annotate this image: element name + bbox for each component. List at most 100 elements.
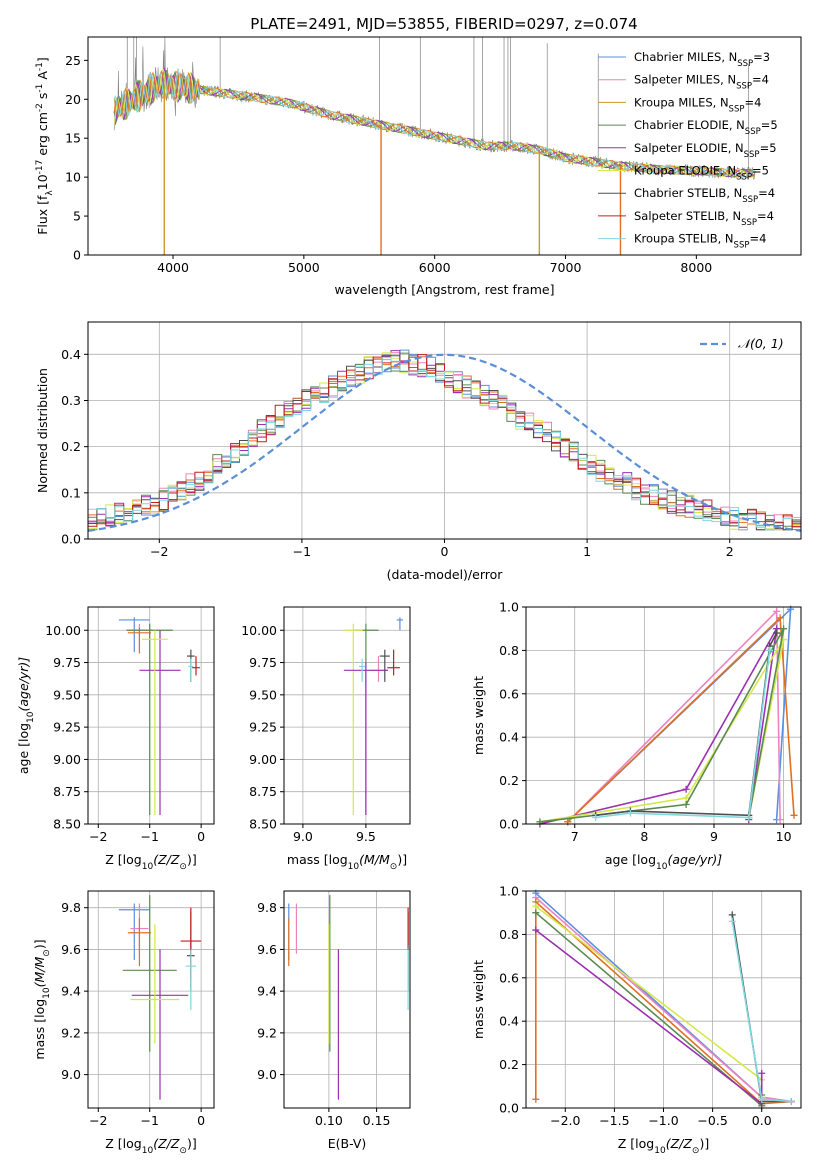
massweight-vs-Z-ylabel: mass weight xyxy=(471,960,486,1039)
massweight-vs-Z-xtick-label: −1.0 xyxy=(648,1113,678,1128)
spectrum-xtick-label: 4000 xyxy=(157,260,189,275)
age-vs-Z-frame xyxy=(87,606,215,825)
mass-vs-Z-ylabel-part: 10 xyxy=(42,987,52,999)
legend-entry: Kroupa MILES, NSSP=4 xyxy=(634,95,761,114)
age-vs-mass-ytick-label: 9.25 xyxy=(249,720,277,735)
massweight-vs-age-ytick-label: 0.0 xyxy=(499,817,519,832)
data-point-marker xyxy=(773,629,781,637)
mass-vs-Z-xlabel-part: 10 xyxy=(142,1146,154,1156)
data-point-marker xyxy=(532,909,540,917)
massweight-vs-Z-xtick-label: −1.5 xyxy=(599,1113,629,1128)
massweight-vs-Z-ytick-label: 0.6 xyxy=(499,970,519,985)
age-vs-Z-ytick-label: 8.75 xyxy=(53,784,81,799)
legend-sub: SSP xyxy=(736,82,752,92)
data-point-marker xyxy=(532,902,540,910)
mass-vs-Z-xlabel-part: ⊙ xyxy=(179,1146,187,1156)
age-vs-Z-ytick-label: 9.25 xyxy=(53,720,81,735)
residuals-ytick-label: 0.4 xyxy=(61,347,81,362)
mass-vs-Z-xlabel-part: Z [log xyxy=(105,1136,141,1151)
normal-curve-line xyxy=(87,353,802,532)
mass-vs-Z-ylabel-part: mass [log xyxy=(32,999,47,1060)
legend-tail: =5 xyxy=(752,164,769,178)
massweight-vs-Z-xlabel-part: )] xyxy=(699,1136,709,1151)
massweight-vs-Z-xtick-label: −0.5 xyxy=(697,1113,727,1128)
mass-vs-EBV-xtick-label: 0.10 xyxy=(315,1113,343,1128)
spectrum-xtick-label: 6000 xyxy=(419,260,451,275)
residuals-ytick-label: 0.2 xyxy=(61,439,81,454)
massweight-vs-Z-xtick-label: −2.0 xyxy=(550,1113,580,1128)
age-vs-mass-xlabel-part: mass [log xyxy=(287,852,348,867)
massweight-vs-Z-xlabel-part: 10 xyxy=(654,1146,666,1156)
age-vs-Z-ytick-label: 10.00 xyxy=(45,623,81,638)
data-point-marker xyxy=(758,1095,766,1103)
legend-sub: SSP xyxy=(742,195,758,205)
spectrum-axes: 4000 5000 6000 7000 8000 0 5 10 15 20 25 wavelength… xyxy=(35,36,802,297)
residuals-axes: −2 −1 0 1 2 0.0 0.1 0.2 0.3 0.4 (data-model)/error… xyxy=(35,321,802,582)
mass-vs-Z-xlabel-part: (Z/Z xyxy=(153,1136,180,1151)
legend-sub: SSP xyxy=(737,59,753,69)
age-vs-mass-xlabel-part: )] xyxy=(397,852,407,867)
residuals-xtick-label: 1 xyxy=(583,544,591,559)
legend-text: Salpeter ELODIE, N xyxy=(634,141,744,155)
massweight-vs-Z-ytick-label: 0.4 xyxy=(499,1014,519,1029)
age-vs-mass-xlabel-part: (M/M xyxy=(359,852,390,867)
legend-text: Chabrier ELODIE, N xyxy=(634,118,745,132)
spectrum-ytick-label: 10 xyxy=(65,170,81,185)
data-point-marker xyxy=(773,607,781,615)
data-point-marker xyxy=(682,800,690,808)
age-vs-Z-xlabel: Z [log10(Z/Z⊙)] xyxy=(105,852,196,872)
spectrum-ytick-label: 20 xyxy=(65,92,81,107)
histogram-step-line xyxy=(88,357,801,531)
age-vs-Z-xlabel-part: )] xyxy=(187,852,197,867)
age-vs-Z-ylabel-part: (age/yr)] xyxy=(16,657,31,712)
ylabel-part: -2 xyxy=(35,103,45,112)
residuals-xtick-label: −1 xyxy=(293,544,311,559)
age-vs-mass-ytick-label: 8.50 xyxy=(249,817,277,832)
massweight-vs-age-xlabel-part: 10 xyxy=(656,862,668,872)
legend-tail: =4 xyxy=(757,209,774,223)
ylabel-part: Flux [f xyxy=(35,195,50,235)
mass-vs-Z-ylabel-part: )] xyxy=(32,939,47,949)
ylabel-part: -1 xyxy=(35,62,45,71)
legend-text: Kroupa MILES, N xyxy=(634,95,729,109)
massweight-vs-age-ytick-label: 0.8 xyxy=(499,643,519,658)
mass-vs-Z-xlabel: Z [log10(Z/Z⊙)] xyxy=(105,1136,196,1156)
age-vs-mass-ytick-label: 8.75 xyxy=(249,784,277,799)
legend-entry: Chabrier STELIB, NSSP=4 xyxy=(634,186,775,205)
age-vs-Z-ylabel: age [log10(age/yr)] xyxy=(16,657,36,774)
legend-text: Chabrier STELIB, N xyxy=(634,186,742,200)
series-line xyxy=(535,900,792,1105)
data-point-marker xyxy=(626,809,634,817)
mass-vs-Z-frame xyxy=(87,890,215,1109)
residuals-xtick-label: 0 xyxy=(441,544,449,559)
mass-vs-EBV-axes: 0.10 0.15 9.0 9.2 9.4 9.6 9.8 E(B-V) xyxy=(257,890,411,1151)
legend-tail: =4 xyxy=(752,73,769,87)
data-point-marker xyxy=(766,646,774,654)
spectrum-ytick-label: 5 xyxy=(73,209,81,224)
age-vs-mass-ytick-label: 10.00 xyxy=(241,623,277,638)
age-vs-Z-xlabel-part: Z [log xyxy=(105,852,141,867)
figure-title: PLATE=2491, MJD=53855, FIBERID=0297, z=0… xyxy=(250,15,637,33)
massweight-vs-age-xtick-label: 9 xyxy=(710,829,718,844)
spectrum-ytick-label: 0 xyxy=(73,248,81,263)
legend-sub: SSP xyxy=(734,241,750,251)
legend-tail: =4 xyxy=(744,95,761,109)
spectrum-xtick-label: 7000 xyxy=(550,260,582,275)
spectrum-xtick-label: 5000 xyxy=(288,260,320,275)
mass-vs-EBV-frame xyxy=(283,890,411,1109)
residuals-ytick-label: 0.1 xyxy=(61,485,81,500)
spectrum-model-line xyxy=(113,70,755,178)
spectrum-frame xyxy=(87,36,802,256)
data-point-marker xyxy=(728,917,736,925)
residuals-xtick-label: −2 xyxy=(150,544,168,559)
ylabel-part: A xyxy=(35,71,50,84)
spectrum-xtick-label: 8000 xyxy=(680,260,712,275)
ylabel-part: 10 xyxy=(35,174,50,190)
massweight-vs-Z-axes: −2.0 −1.5 −1.0 −0.5 0.0 0.0 0.2 0.4 0.6 0.8 1.0 mas… xyxy=(471,884,802,1156)
mass-vs-Z-ytick-label: 9.2 xyxy=(61,1025,81,1040)
mass-vs-Z-ylabel: mass [log10(M/M⊙)] xyxy=(32,939,52,1059)
spectrum-model-line xyxy=(113,70,756,178)
series-line xyxy=(535,929,763,1106)
data-point-marker xyxy=(592,813,600,821)
